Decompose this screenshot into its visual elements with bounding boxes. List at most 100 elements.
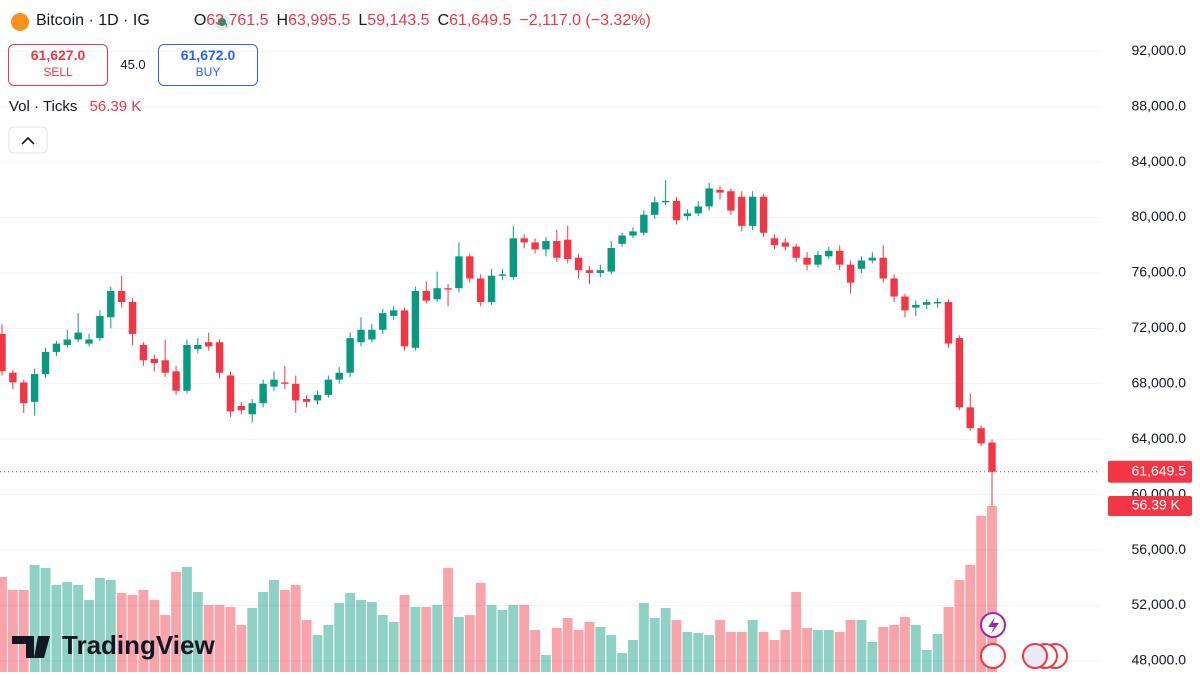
- candle-body: [803, 257, 811, 265]
- candle-body: [487, 275, 496, 303]
- candle-body: [357, 329, 365, 343]
- candle-body: [281, 382, 289, 384]
- candle-body: [161, 360, 169, 373]
- candle-body: [716, 189, 724, 193]
- candle-body: [520, 238, 528, 243]
- y-tick-label: 48,000.0: [1132, 652, 1187, 668]
- candle-body: [640, 214, 648, 233]
- candle-body: [85, 339, 93, 344]
- volume-bar: [105, 579, 116, 672]
- volume-bar: [345, 592, 356, 672]
- candle-body: [194, 345, 202, 350]
- buy-button[interactable]: 61,672.0 BUY: [158, 44, 258, 86]
- volume-bar: [62, 581, 73, 672]
- volume-bar: [867, 641, 878, 672]
- sell-button[interactable]: 61,627.0 SELL: [8, 44, 108, 86]
- volume-bar: [214, 604, 225, 672]
- c-value: 61,649.5: [449, 12, 512, 29]
- volume-name: Vol · Ticks: [9, 98, 78, 115]
- volume-bar: [290, 584, 301, 672]
- volume-bar: [519, 604, 530, 672]
- volume-bar: [171, 571, 182, 672]
- volume-bar: [954, 579, 965, 672]
- l-value: 59,143.5: [367, 12, 430, 29]
- volume-value: 56.39 K: [89, 98, 142, 115]
- volume-bar: [508, 604, 519, 672]
- candle-body: [205, 342, 213, 347]
- volume-bar: [334, 602, 345, 672]
- volume-bar: [802, 627, 812, 672]
- volume-bar: [780, 629, 791, 672]
- symbol[interactable]: Bitcoin · 1D · IG: [36, 12, 150, 29]
- logo: TradingView: [12, 630, 215, 660]
- candle-body: [139, 345, 148, 361]
- volume-bar: [932, 633, 943, 672]
- candle-body: [923, 302, 931, 305]
- candle-body: [117, 290, 126, 303]
- volume-bar: [399, 594, 410, 672]
- candle-body: [433, 288, 441, 300]
- plot: [0, 50, 1100, 672]
- candle-body: [748, 196, 757, 226]
- candle-body: [879, 257, 887, 279]
- buy-label: BUY: [195, 65, 221, 79]
- candle-body: [629, 231, 637, 236]
- flag-icon[interactable]: [1022, 643, 1048, 669]
- volume-bar: [562, 617, 573, 672]
- volume-bar: [834, 631, 845, 672]
- volume-legend: Vol · Ticks 56.39 K: [9, 98, 141, 115]
- flag-icon[interactable]: [980, 643, 1006, 669]
- candle-body: [466, 256, 474, 279]
- logo-text: TradingView: [62, 630, 215, 660]
- volume-bar: [715, 619, 725, 672]
- candle-body: [335, 372, 343, 380]
- candle-body: [542, 241, 550, 250]
- candle-body: [738, 196, 746, 226]
- o-label: O: [193, 12, 207, 29]
- volume-bar: [530, 629, 541, 672]
- volume-bar: [236, 624, 247, 672]
- volume-bar: [421, 606, 432, 672]
- y-tick-label: 76,000.0: [1132, 264, 1187, 280]
- volume-bars: [0, 506, 997, 672]
- volume-bar: [541, 654, 551, 672]
- candle-body: [107, 290, 115, 318]
- candle-body: [96, 315, 104, 339]
- volume-bar: [856, 619, 867, 672]
- volume-bar: [203, 604, 214, 672]
- volume-bar: [377, 614, 388, 672]
- candle-body: [618, 235, 626, 244]
- volume-bar: [725, 631, 736, 672]
- collapse-button[interactable]: [8, 126, 48, 154]
- volume-bar: [356, 599, 366, 672]
- y-tick-label: 84,000.0: [1132, 153, 1187, 169]
- candle-body: [727, 191, 735, 211]
- volume-bar: [584, 621, 595, 672]
- chevron: [21, 136, 35, 145]
- volume-bar: [758, 631, 769, 672]
- candle-body: [368, 329, 376, 340]
- volume-bar: [432, 604, 443, 672]
- y-tick-label: 52,000.0: [1132, 596, 1187, 612]
- candle-body: [455, 256, 463, 289]
- candle-body: [988, 442, 996, 472]
- volume-bar: [649, 617, 660, 672]
- volume-bar: [736, 631, 747, 672]
- candle-body: [52, 343, 61, 352]
- candles: [0, 180, 996, 507]
- candle-body: [759, 196, 768, 233]
- volume-bar: [269, 579, 279, 672]
- volume-bar: [769, 639, 780, 672]
- bolt: [988, 617, 999, 634]
- candle-body: [564, 239, 572, 260]
- y-tick-label: 88,000.0: [1132, 97, 1187, 113]
- volume-bar: [628, 639, 638, 672]
- volume-bar: [453, 616, 464, 672]
- candle-body: [531, 242, 539, 250]
- candle-body: [20, 382, 28, 404]
- volume-bar: [845, 619, 856, 672]
- y-tick-label: 68,000.0: [1132, 375, 1187, 391]
- candle-body: [955, 338, 964, 408]
